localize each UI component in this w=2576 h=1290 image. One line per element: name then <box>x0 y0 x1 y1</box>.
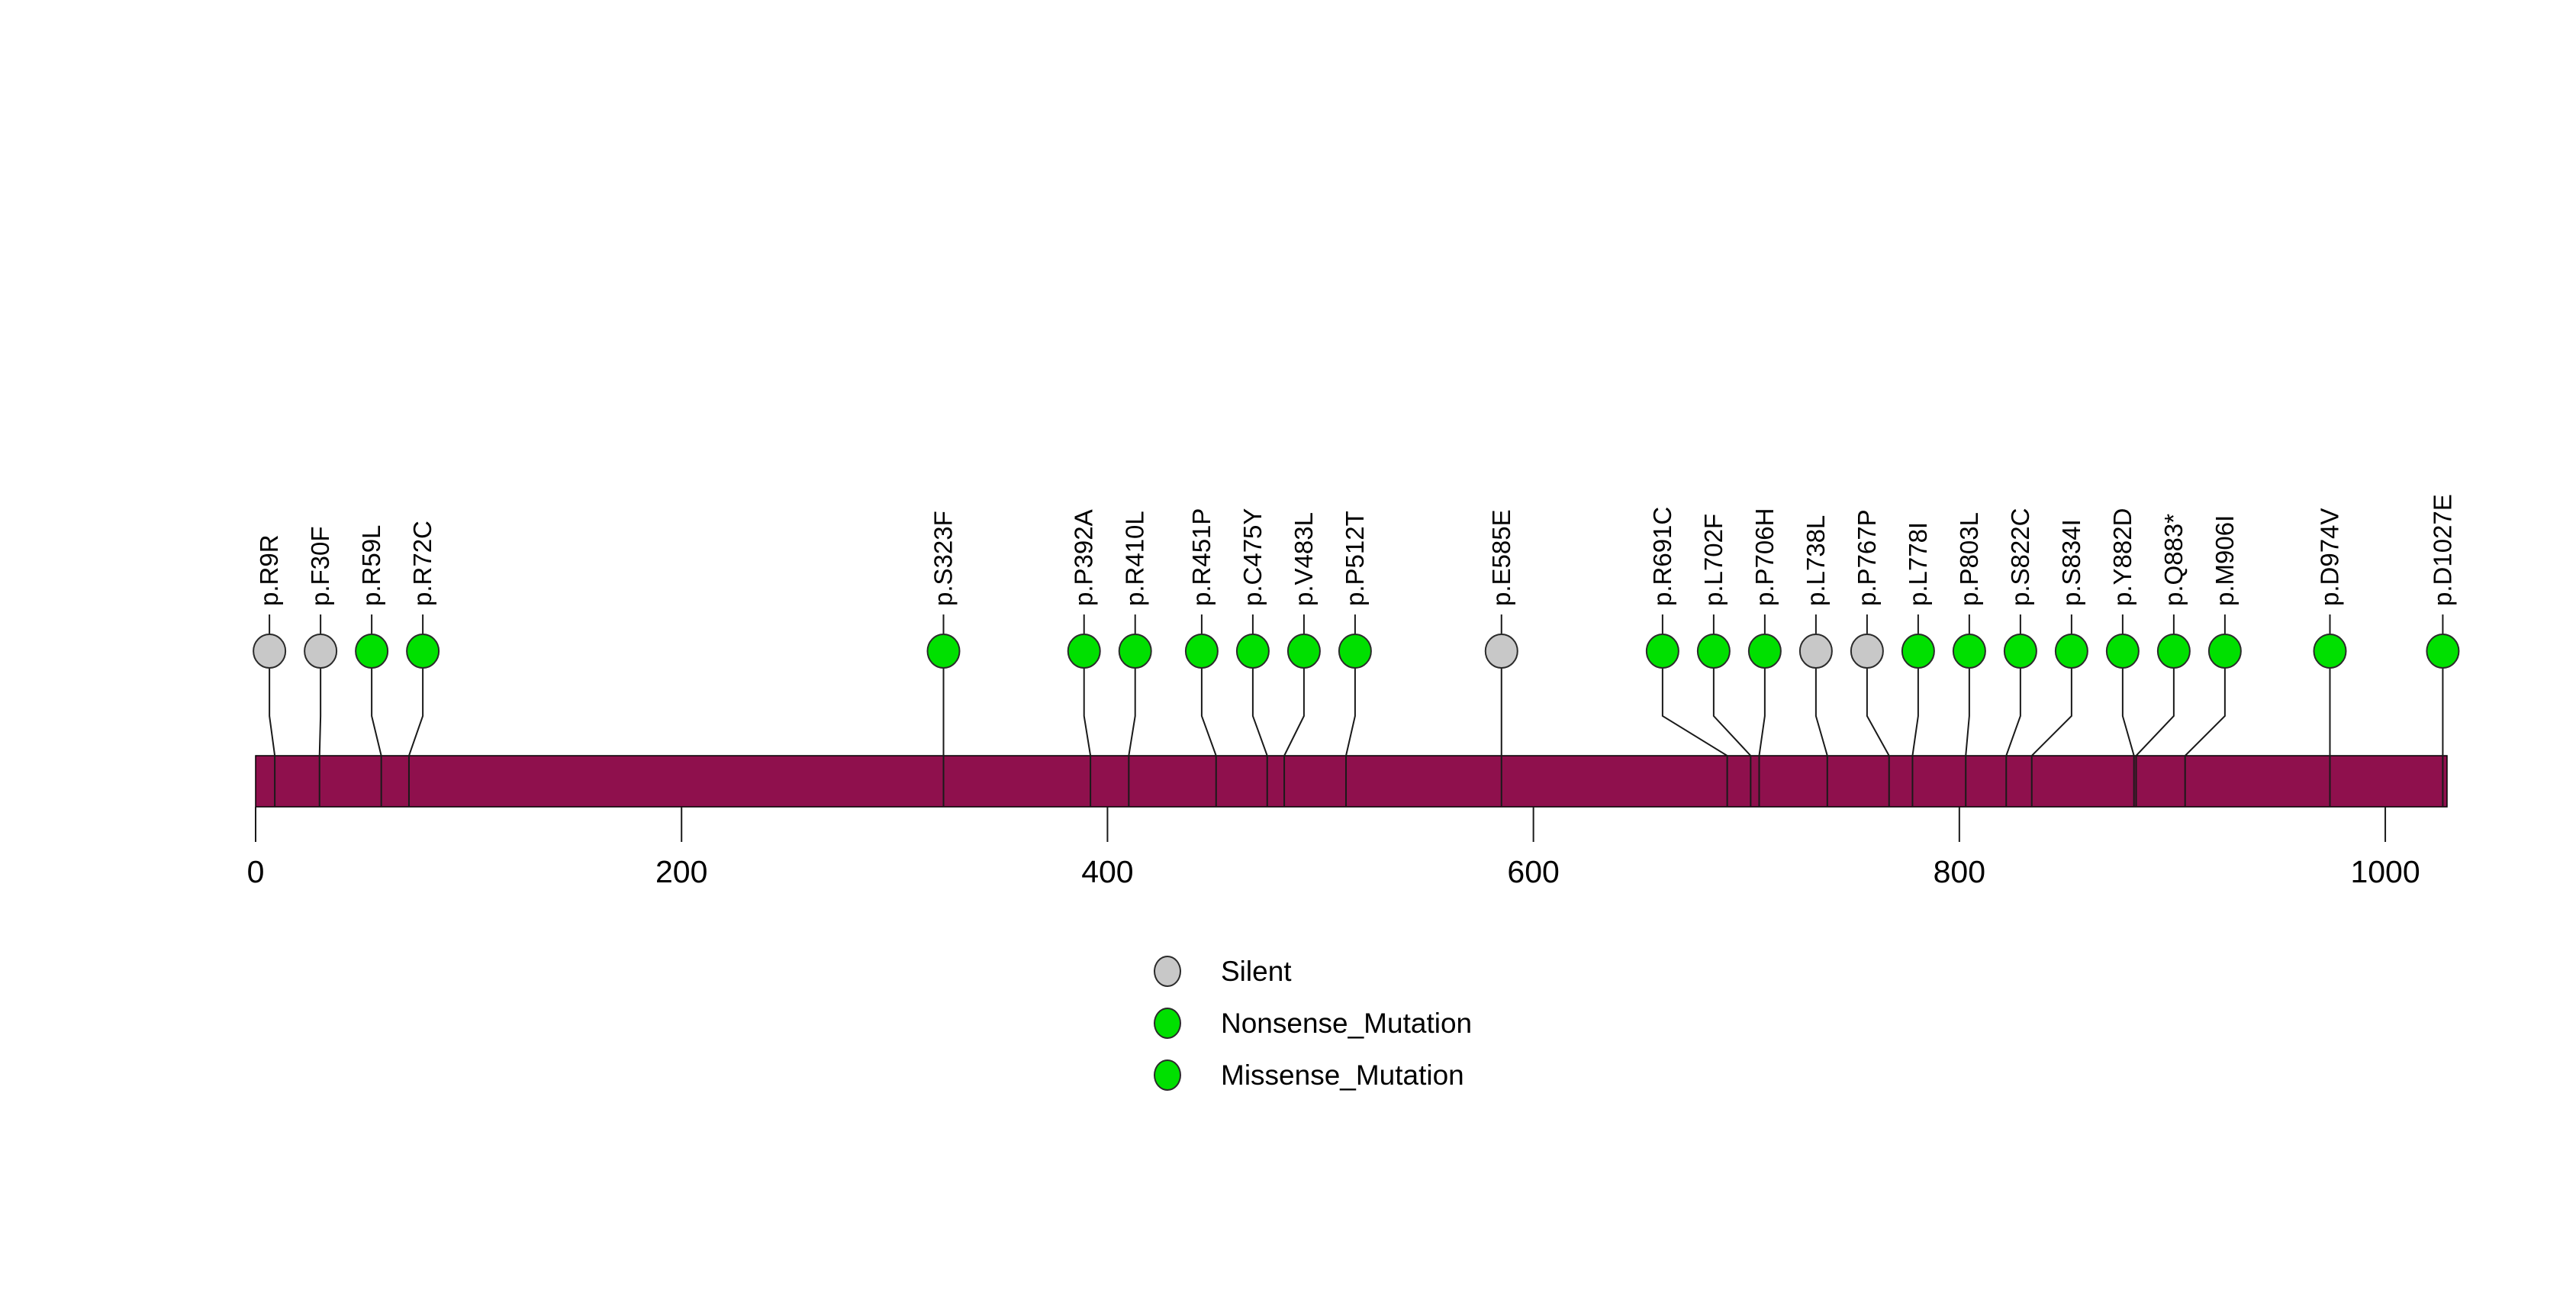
mutation-circle <box>304 634 338 669</box>
mutation-label: p.S834I <box>2057 519 2085 606</box>
mutation-circle <box>1184 634 1219 669</box>
mutation-connector <box>1758 668 1766 806</box>
mutation-label: p.L778I <box>1904 522 1932 606</box>
mutation-label: p.P512T <box>1341 511 1369 606</box>
mutation-circle <box>2054 634 2088 669</box>
mutation-circle <box>2156 634 2191 669</box>
mutation-connector <box>269 668 276 806</box>
nonsense-mutation-swatch-icon <box>1154 1008 1181 1039</box>
mutation-label: p.P706H <box>1750 508 1779 606</box>
mutation-label: p.R410L <box>1121 511 1149 606</box>
mutation-label: p.Q883* <box>2159 514 2188 606</box>
mutation-connector <box>1661 668 1728 806</box>
legend: Silent Nonsense_Mutation Missense_Mutati… <box>1154 956 1472 1091</box>
mutation-connector <box>1128 668 1136 806</box>
mutation-connector <box>2135 668 2175 806</box>
legend-item-silent: Silent <box>1154 956 1472 987</box>
mutation-label: p.P767P <box>1853 509 1881 606</box>
mutation-circle <box>1952 634 1986 669</box>
mutation-label: p.F30F <box>306 526 334 606</box>
mutation-circle <box>1235 634 1270 669</box>
mutation-label: p.R59L <box>357 525 385 606</box>
mutation-connector <box>2030 668 2072 806</box>
mutation-connector <box>1866 668 1890 806</box>
mutation-label: p.R9R <box>255 534 283 606</box>
mutation-circle <box>1338 634 1372 669</box>
mutation-label: p.D1027E <box>2428 494 2456 606</box>
mutation-label: p.R691C <box>1648 507 1676 606</box>
mutation-connector <box>2121 668 2135 806</box>
axis-tick-label: 800 <box>1934 854 1985 889</box>
axis-tick-label: 1000 <box>2350 854 2420 889</box>
mutation-connector <box>1712 668 1752 806</box>
mutation-circle <box>355 634 389 669</box>
missense-mutation-swatch-icon <box>1154 1059 1181 1091</box>
silent-swatch-icon <box>1154 956 1181 987</box>
mutation-label: p.R72C <box>408 521 436 606</box>
mutation-circle <box>1696 634 1731 669</box>
axis-tick-label: 200 <box>655 854 707 889</box>
mutation-circle <box>2105 634 2140 669</box>
mutation-circle <box>926 634 961 669</box>
mutation-label: p.D974V <box>2315 508 2343 606</box>
mutation-connector <box>1200 668 1217 806</box>
legend-label: Silent <box>1221 955 1292 987</box>
mutation-circle <box>406 634 440 669</box>
mutation-connector <box>1965 668 1970 806</box>
mutation-label: p.L702F <box>1699 514 1728 606</box>
legend-label: Missense_Mutation <box>1221 1059 1464 1091</box>
mutation-circle <box>1067 634 1101 669</box>
mutation-circle <box>2003 634 2037 669</box>
mutation-connector <box>1283 668 1305 806</box>
mutation-label: p.R451P <box>1187 508 1216 606</box>
mutation-circle <box>1286 634 1321 669</box>
mutation-label: p.M906I <box>2211 515 2239 606</box>
mutation-circle <box>1484 634 1518 669</box>
axis-tick-label: 0 <box>247 854 265 889</box>
axis-tick-label: 600 <box>1507 854 1559 889</box>
mutation-connector <box>1083 668 1092 806</box>
axis-tick-label: 400 <box>1081 854 1133 889</box>
mutation-circle <box>1798 634 1833 669</box>
legend-label: Nonsense_Mutation <box>1221 1007 1473 1039</box>
protein-bar <box>255 755 2448 808</box>
mutation-connector <box>371 668 382 806</box>
mutation-connector <box>1251 668 1268 806</box>
mutation-circle <box>1747 634 1782 669</box>
mutation-circle <box>1850 634 1884 669</box>
mutation-circle <box>1901 634 1935 669</box>
mutation-label: p.P803L <box>1955 512 1983 606</box>
mutation-label: p.L738L <box>1802 515 1830 606</box>
mutation-circle <box>1645 634 1679 669</box>
mutation-connector <box>407 668 424 806</box>
mutation-label: p.S822C <box>2006 508 2034 606</box>
mutation-circle <box>2207 634 2242 669</box>
mutation-label: p.C475Y <box>1238 508 1267 606</box>
mutation-label: p.E585E <box>1487 509 1515 606</box>
mutation-label: p.P392A <box>1070 509 1098 606</box>
mutation-label: p.V483L <box>1290 512 1318 606</box>
mutation-connector <box>1911 668 1919 806</box>
mutation-circle <box>1118 634 1152 669</box>
mutation-circle <box>2313 634 2347 669</box>
mutation-circle <box>2426 634 2460 669</box>
mutation-label: p.S323F <box>929 511 958 606</box>
mutation-connector <box>1345 668 1356 806</box>
mutation-connector <box>1814 668 1828 806</box>
legend-item-missense-mutation: Missense_Mutation <box>1154 1059 1472 1091</box>
mutation-circle <box>253 634 287 669</box>
mutation-connector <box>2184 668 2226 806</box>
legend-item-nonsense-mutation: Nonsense_Mutation <box>1154 1008 1472 1039</box>
mutation-connector <box>2005 668 2021 806</box>
mutation-label: p.Y882D <box>2108 508 2136 606</box>
